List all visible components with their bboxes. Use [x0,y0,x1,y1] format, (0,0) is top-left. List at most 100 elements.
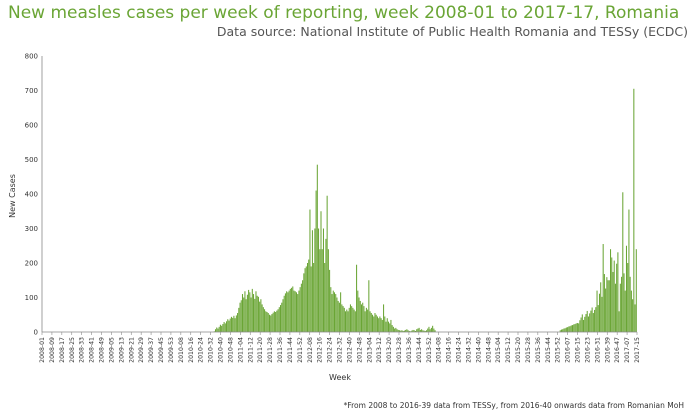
bar [622,192,624,332]
bar [586,310,588,332]
x-tick-label: 2012-32 [337,337,344,363]
x-tick-label: 2010-40 [218,337,225,363]
bar [585,314,587,332]
bar [278,307,280,332]
bar [338,302,340,332]
bar [333,292,336,332]
bar [294,291,296,332]
bar [434,330,436,332]
bar [627,263,629,332]
bar [610,249,612,332]
bar [327,249,329,332]
bar [418,327,420,332]
bar [407,330,409,332]
bar [568,326,570,332]
bar [630,290,632,332]
bar [563,328,565,332]
x-tick-label: 2008-33 [79,337,86,363]
bar [267,313,269,332]
bar [303,273,305,332]
x-tick-label: 2015-20 [515,337,522,363]
bar [422,330,424,332]
bar [612,271,614,332]
bar [272,312,274,332]
bar [265,311,267,332]
bar [325,238,327,332]
bar [380,318,382,332]
x-tick-label: 2008-25 [69,337,76,363]
bar [357,290,359,332]
bar [576,323,578,332]
bar [251,288,253,333]
x-tick-label: 2013-36 [406,337,413,363]
bar [316,164,318,332]
bar [306,263,309,332]
bar [326,195,328,332]
bar [574,324,576,332]
bar [324,263,326,332]
bar [598,293,601,332]
bar [372,314,374,332]
bar [602,244,604,332]
bar [241,294,244,332]
bar [595,307,597,332]
bar [270,315,272,332]
bar [384,316,386,332]
bar [421,329,423,332]
x-tick-label: 2014-32 [465,337,472,363]
bar [587,316,589,332]
bar [575,323,577,333]
bar [362,302,364,332]
bar [389,323,391,333]
y-tick-label: 800 [25,53,38,61]
bar [224,323,226,333]
bar [386,318,388,332]
y-tick-label: 700 [25,87,38,95]
bar [607,280,609,332]
x-tick-label: 2012-24 [327,337,334,363]
bar [281,302,283,332]
bar [311,230,313,332]
bar [603,274,605,332]
x-tick-label: 2009-29 [138,337,145,363]
bar [392,326,394,332]
bar [302,280,304,332]
bar [427,328,429,332]
bar [360,304,363,332]
bar [424,330,426,332]
bar [430,327,432,332]
bar [364,311,366,332]
bar [594,309,596,332]
bar [581,314,583,332]
x-tick-label: 2009-05 [108,337,115,363]
bar [266,311,268,332]
x-tick-label: 2012-08 [307,337,314,363]
x-tick-label: 2010-32 [208,337,215,363]
bar [299,287,301,332]
bar [565,327,567,332]
bar [314,228,316,332]
bar [616,263,618,332]
x-axis-label: Week [329,373,351,382]
bar [611,257,613,332]
bar [617,252,619,332]
bar [359,300,361,332]
bar [591,307,593,332]
bar [412,329,414,332]
bar [400,330,402,332]
bar [292,286,294,332]
x-tick-label: 2016-39 [604,337,611,363]
bar [298,290,300,332]
bar [332,290,334,332]
y-tick-label: 600 [25,122,38,130]
x-tick-label: 2010-08 [178,337,185,363]
chart-title: New measles cases per week of reporting,… [8,3,680,23]
x-tick-label: 2016-23 [584,337,591,363]
bar [260,299,262,332]
bar [618,311,620,332]
bar [383,304,385,332]
bar [579,320,581,332]
bar [320,211,322,332]
bar [635,249,637,332]
x-tick-label: 2014-40 [475,337,482,363]
